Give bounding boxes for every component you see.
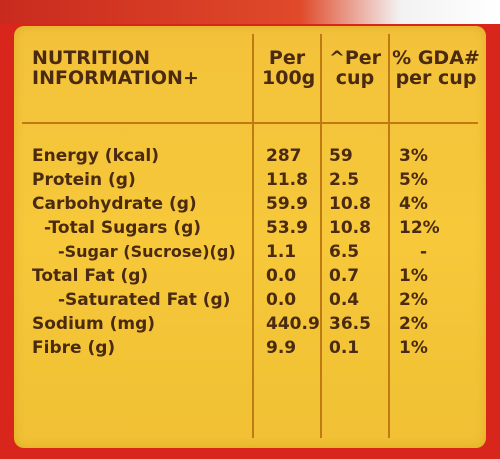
header-line: % GDA# [392,47,480,69]
table-row: -Total Sugars (g) 53.9 10.8 12% [14,216,486,240]
row-per-100g: 0.0 [266,290,297,310]
nutrition-table: NUTRITION INFORMATION+ Per 100g ^Per cup… [14,26,486,448]
row-per-100g: 11.8 [266,170,308,190]
header-line: 100g [262,67,316,89]
table-row: -Saturated Fat (g) 0.0 0.4 2% [14,288,486,312]
table-row: -Sugar (Sucrose)(g) 1.1 6.5 - [14,240,486,264]
packaging-strip [0,0,500,24]
row-per-cup: 10.8 [329,218,371,238]
table-row: Protein (g) 11.8 2.5 5% [14,168,486,192]
header-line: INFORMATION+ [32,67,199,89]
row-per-cup: 0.4 [329,290,360,310]
row-label: -Sugar (Sucrose)(g) [58,242,236,261]
header-line: per cup [395,67,477,89]
header-per-cup: ^Per cup [324,48,386,88]
column-divider [252,34,254,438]
row-per-100g: 1.1 [266,242,297,262]
row-per-cup: 0.7 [329,266,360,286]
table-row: Energy (kcal) 287 59 3% [14,144,486,168]
row-label: Energy (kcal) [32,146,160,166]
row-gda: - [420,242,428,262]
header-line: Per [268,47,306,69]
row-per-100g: 59.9 [266,194,308,214]
header-divider [22,122,478,124]
table-header: NUTRITION INFORMATION+ Per 100g ^Per cup… [14,48,486,108]
table-row: Carbohydrate (g) 59.9 10.8 4% [14,192,486,216]
header-gda-per-cup: % GDA# per cup [392,48,480,88]
row-label: Carbohydrate (g) [32,194,197,214]
row-per-cup: 10.8 [329,194,371,214]
row-gda: 1% [399,266,428,286]
row-per-100g: 53.9 [266,218,308,238]
row-label: Protein (g) [32,170,136,190]
row-per-cup: 2.5 [329,170,360,190]
row-label: Total Fat (g) [32,266,149,286]
table-row: Fibre (g) 9.9 0.1 1% [14,336,486,360]
column-divider [388,34,390,438]
row-label: -Total Sugars (g) [44,218,202,238]
row-per-100g: 9.9 [266,338,297,358]
row-per-cup: 59 [329,146,353,166]
header-line: ^Per [328,47,382,69]
row-gda: 12% [399,218,440,238]
row-gda: 2% [399,290,428,310]
row-gda: 5% [399,170,428,190]
row-label: Sodium (mg) [32,314,156,334]
row-gda: 3% [399,146,428,166]
column-divider [320,34,322,438]
header-per-100g: Per 100g [262,47,316,89]
row-per-100g: 0.0 [266,266,297,286]
row-label: Fibre (g) [32,338,116,358]
row-per-100g: 287 [266,146,302,166]
row-per-100g: 440.9 [266,314,320,334]
header-nutrition-information: NUTRITION INFORMATION+ [32,48,199,88]
row-gda: 1% [399,338,428,358]
row-gda: 4% [399,194,428,214]
header-line: cup [335,67,375,89]
row-per-cup: 0.1 [329,338,360,358]
header-line: NUTRITION [32,47,151,69]
row-per-cup: 36.5 [329,314,371,334]
row-per-cup: 6.5 [329,242,360,262]
table-row: Total Fat (g) 0.0 0.7 1% [14,264,486,288]
row-label: -Saturated Fat (g) [58,290,231,310]
table-row: Sodium (mg) 440.9 36.5 2% [14,312,486,336]
row-gda: 2% [399,314,428,334]
